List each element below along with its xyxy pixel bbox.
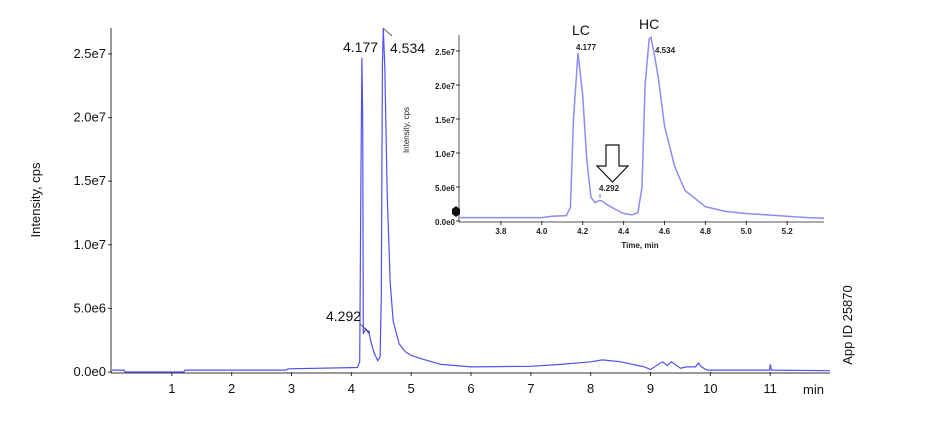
peak-label-hc: HC xyxy=(639,16,659,32)
main-x-tick-label: 2 xyxy=(228,381,235,396)
main-y-label: Intensity, cps xyxy=(28,162,43,237)
inset-y-tick-label: 1.5e7 xyxy=(435,116,456,125)
inset-annotation-4177: 4.177 xyxy=(576,43,597,52)
inset-y-tick-label: 1.0e7 xyxy=(435,150,456,159)
annotation-4292-leader xyxy=(359,323,371,334)
main-series-line xyxy=(112,28,831,373)
inset-x-tick-label: 4.4 xyxy=(618,227,630,236)
main-x-tick-label: 8 xyxy=(587,381,594,396)
main-x-tick-label: 6 xyxy=(467,381,474,396)
main-x-tick-label: 1 xyxy=(168,381,175,396)
peak-label-lc: LC xyxy=(572,22,590,38)
inset-y-tick-label: 5.0e6 xyxy=(435,184,456,193)
inset-x-tick-label: 4.6 xyxy=(659,227,671,236)
main-y-tick-label: 2.0e7 xyxy=(73,110,106,125)
inset-annotation-4534: 4.534 xyxy=(655,46,676,55)
annotation-4534-leader xyxy=(382,27,393,37)
down-arrow-icon xyxy=(595,144,630,183)
main-x-label: min xyxy=(803,382,824,397)
annotation-4292: 4.292 xyxy=(326,308,361,324)
inset-y-tick-label: 0.0e0 xyxy=(435,218,456,227)
inset-y-tick-label: 2.5e7 xyxy=(435,48,456,57)
inset-x-tick-label: 4.0 xyxy=(536,227,548,236)
main-x-tick-label: 5 xyxy=(408,381,415,396)
inset-y-label: Intensity, cps xyxy=(402,107,411,153)
annotation-4534: 4.534 xyxy=(390,40,425,56)
main-y-tick-label: 0.0e0 xyxy=(73,364,106,379)
main-chart: 1 2 3 4 5 6 7 8 9 10 11 0.0e0 5.0e6 1.0e7 1.5e7 2.0e7 2.… xyxy=(28,27,855,397)
app-id-label: App ID 25870 xyxy=(840,285,855,365)
inset-x-tick-label: 5.0 xyxy=(741,227,753,236)
annotation-4177: 4.177 xyxy=(343,39,378,55)
inset-axis-marker-icon xyxy=(452,206,460,217)
main-x-tick-label: 9 xyxy=(647,381,654,396)
main-x-tick-label: 11 xyxy=(763,381,777,396)
main-y-tick-label: 5.0e6 xyxy=(73,300,106,315)
main-x-tick-label: 3 xyxy=(288,381,295,396)
main-x-tick-label: 10 xyxy=(703,381,717,396)
main-y-tick-label: 1.0e7 xyxy=(73,237,106,252)
main-y-tick-label: 2.5e7 xyxy=(73,46,106,61)
inset-x-tick-label: 4.8 xyxy=(700,227,712,236)
main-y-tick-label: 1.5e7 xyxy=(73,173,106,188)
main-x-tick-label: 7 xyxy=(527,381,534,396)
inset-x-label: Time, min xyxy=(621,241,658,250)
inset-annotation-4292: 4.292 xyxy=(599,184,620,193)
inset-x-tick-label: 4.2 xyxy=(577,227,589,236)
main-x-tick-label: 4 xyxy=(348,381,355,396)
inset-y-tick-label: 2.0e7 xyxy=(435,82,456,91)
inset-series-line xyxy=(460,36,825,220)
inset-chart: 3.8 4.0 4.2 4.4 4.6 4.8 5.0 5.2 0.0e0 5.0e6 1.0e7 1… xyxy=(402,16,825,250)
inset-x-tick-label: 5.2 xyxy=(782,227,794,236)
inset-x-tick-label: 3.8 xyxy=(495,227,507,236)
